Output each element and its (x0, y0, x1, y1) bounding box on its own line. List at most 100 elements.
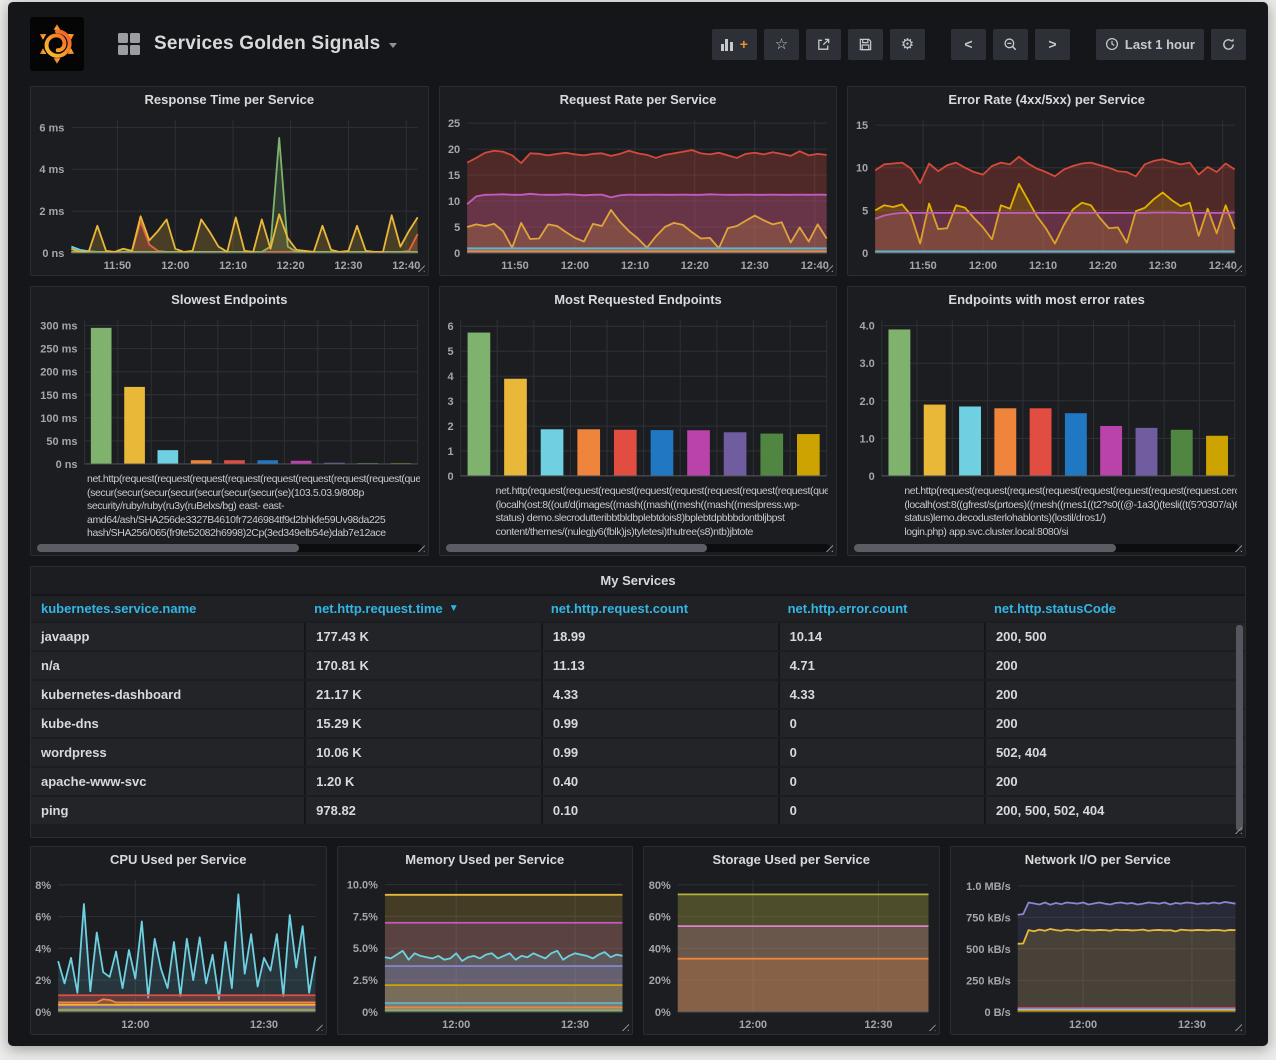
svg-text:12:00: 12:00 (121, 1019, 149, 1031)
bar-chart-icon (721, 38, 733, 51)
chevron-down-icon (389, 43, 397, 48)
zoom-out-icon (1003, 37, 1018, 52)
share-button[interactable] (806, 29, 841, 60)
svg-text:12:00: 12:00 (561, 260, 589, 272)
add-panel-button[interactable]: + (712, 29, 757, 60)
svg-text:3.0: 3.0 (860, 358, 875, 370)
request-rate-chart[interactable]: 051015202511:5012:0012:1012:2012:3012:40 (440, 112, 837, 275)
axis-label-line: (localh(ost:8((gfrest/s(prtoes)((mesh((m… (904, 499, 1237, 513)
svg-text:12:40: 12:40 (392, 260, 420, 272)
horizontal-scrollbar[interactable] (446, 544, 831, 552)
table-row: n/a170.81 K11.134.71200 (31, 652, 1245, 679)
table-column-header[interactable]: net.http.statusCode (984, 596, 1245, 621)
svg-text:11:50: 11:50 (104, 260, 132, 272)
table-column-header[interactable]: net.http.request.time▼ (304, 596, 541, 621)
table-column-header[interactable]: kubernetes.service.name (31, 596, 304, 621)
settings-button[interactable]: ⚙ (890, 29, 925, 60)
svg-text:12:30: 12:30 (864, 1019, 892, 1031)
svg-text:12:10: 12:10 (1029, 260, 1057, 272)
grafana-dashboard: Services Golden Signals + ☆ (8, 2, 1268, 1046)
svg-text:12:30: 12:30 (740, 260, 768, 272)
horizontal-scrollbar[interactable] (37, 544, 422, 552)
save-button[interactable] (848, 29, 883, 60)
svg-text:200 ms: 200 ms (40, 367, 77, 379)
svg-text:12:00: 12:00 (969, 260, 997, 272)
axis-label-line: status) demo.slecrodutteribbtbldbplebtdo… (496, 512, 829, 526)
panel-title[interactable]: Most Requested Endpoints (440, 287, 837, 312)
panel-title[interactable]: Slowest Endpoints (31, 287, 428, 312)
table-cell: n/a (31, 652, 304, 679)
table-title[interactable]: My Services (31, 567, 1245, 594)
top-navbar: Services Golden Signals + ☆ (30, 2, 1246, 86)
time-back-button[interactable]: < (951, 29, 986, 60)
svg-text:2.5%: 2.5% (352, 975, 377, 987)
star-button[interactable]: ☆ (764, 29, 799, 60)
table-column-header[interactable]: net.http.request.count (541, 596, 778, 621)
storage-used-chart[interactable]: 0%20%40%60%80%12:0012:30 (644, 872, 939, 1034)
table-cell: 10.14 (778, 623, 984, 650)
table-cell: 200, 500 (984, 623, 1245, 650)
dashboard-grid-icon[interactable] (118, 33, 140, 55)
table-cell: 0.99 (541, 739, 778, 766)
network-io-chart[interactable]: 0 B/s250 kB/s500 kB/s750 kB/s1.0 MB/s12:… (951, 872, 1246, 1034)
star-icon: ☆ (775, 37, 788, 52)
most-error-rates-chart[interactable]: 01.02.03.04.0 (848, 312, 1245, 484)
svg-text:15: 15 (448, 170, 460, 182)
sort-caret-icon: ▼ (449, 603, 459, 614)
svg-text:1: 1 (447, 446, 453, 458)
svg-text:12:20: 12:20 (680, 260, 708, 272)
svg-text:0%: 0% (655, 1007, 671, 1019)
panel-row-3: CPU Used per Service 0%2%4%6%8%12:0012:3… (30, 846, 1246, 1035)
panel-row-2: Slowest Endpoints 0 ns50 ms100 ms150 ms2… (30, 286, 1246, 556)
svg-text:12:40: 12:40 (1209, 260, 1237, 272)
panel-title[interactable]: Storage Used per Service (644, 847, 939, 872)
table-cell: 1.20 K (304, 768, 541, 795)
refresh-icon (1221, 37, 1236, 52)
panel-title[interactable]: Error Rate (4xx/5xx) per Service (848, 87, 1245, 112)
svg-text:0: 0 (454, 248, 460, 260)
panel-title[interactable]: Network I/O per Service (951, 847, 1246, 872)
error-rate-chart[interactable]: 05101511:5012:0012:1012:2012:3012:40 (848, 112, 1245, 275)
svg-text:11:50: 11:50 (910, 260, 938, 272)
table-cell: 177.43 K (304, 623, 541, 650)
svg-text:12:00: 12:00 (1069, 1019, 1097, 1031)
x-axis-labels: net.http(request(request(request(request… (440, 484, 837, 551)
vertical-scrollbar[interactable] (1236, 625, 1243, 831)
horizontal-scrollbar[interactable] (854, 544, 1239, 552)
table-cell: 170.81 K (304, 652, 541, 679)
panel-title[interactable]: Response Time per Service (31, 87, 428, 112)
axis-label-line: security/ruby/ruby(ru3y(ruBelxs/bg) east… (87, 500, 420, 514)
table-cell: 21.17 K (304, 681, 541, 708)
dashboard-title-dropdown[interactable]: Services Golden Signals (154, 33, 397, 55)
table-cell: 0 (778, 739, 984, 766)
table-cell: 15.29 K (304, 710, 541, 737)
grafana-logo[interactable] (30, 17, 84, 71)
response-time-chart[interactable]: 0 ns2 ms4 ms6 ms11:5012:0012:1012:2012:3… (31, 112, 428, 275)
most-requested-chart[interactable]: 0123456 (440, 312, 837, 484)
svg-text:6 ms: 6 ms (39, 122, 64, 134)
slowest-endpoints-chart[interactable]: 0 ns50 ms100 ms150 ms200 ms250 ms300 ms (31, 312, 428, 472)
svg-text:100 ms: 100 ms (40, 413, 77, 425)
svg-text:40%: 40% (649, 943, 671, 955)
memory-used-chart[interactable]: 0%2.5%5.0%7.5%10.0%12:0012:30 (338, 872, 633, 1034)
zoom-out-button[interactable] (993, 29, 1028, 60)
svg-text:2 ms: 2 ms (39, 206, 64, 218)
table-column-header[interactable]: net.http.error.count (778, 596, 984, 621)
panel-slowest-endpoints: Slowest Endpoints 0 ns50 ms100 ms150 ms2… (30, 286, 429, 556)
panel-title[interactable]: Memory Used per Service (338, 847, 633, 872)
svg-text:0 ns: 0 ns (56, 459, 78, 471)
clock-icon (1105, 37, 1119, 51)
refresh-button[interactable] (1211, 29, 1246, 60)
cpu-used-chart[interactable]: 0%2%4%6%8%12:0012:30 (31, 872, 326, 1034)
panel-title[interactable]: CPU Used per Service (31, 847, 326, 872)
panel-title[interactable]: Endpoints with most error rates (848, 287, 1245, 312)
panel-title[interactable]: Request Rate per Service (440, 87, 837, 112)
time-forward-button[interactable]: > (1035, 29, 1070, 60)
panel-cpu-used: CPU Used per Service 0%2%4%6%8%12:0012:3… (30, 846, 327, 1035)
time-range-button[interactable]: Last 1 hour (1096, 29, 1204, 60)
svg-text:5: 5 (447, 346, 453, 358)
x-axis-labels: net.http(request(request(request(request… (31, 472, 428, 553)
svg-text:0%: 0% (35, 1007, 51, 1019)
table-cell: 11.13 (541, 652, 778, 679)
svg-text:300 ms: 300 ms (40, 321, 77, 333)
